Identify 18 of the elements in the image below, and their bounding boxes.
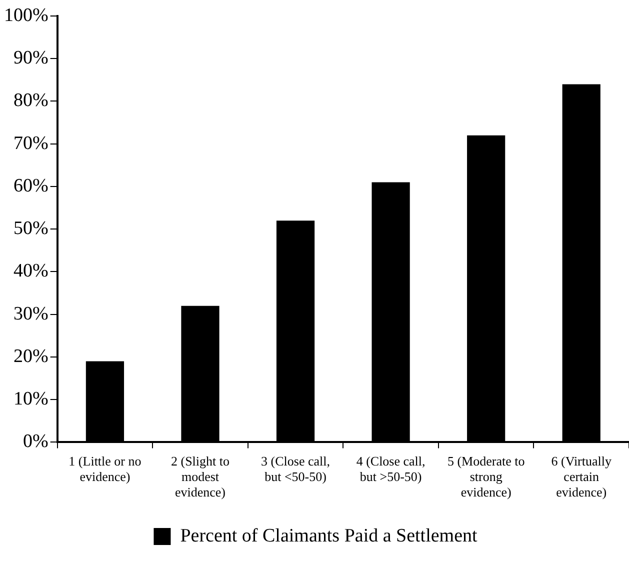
y-tick-label: 100% <box>4 4 48 26</box>
y-tick-label: 90% <box>14 48 48 69</box>
y-tick-label: 40% <box>14 260 48 282</box>
y-tick-label: 60% <box>14 175 48 196</box>
y-tick-label: 50% <box>14 218 48 240</box>
y-tick-label: 10% <box>14 388 48 410</box>
y-tick-label: 20% <box>14 346 48 367</box>
x-tick-label: 6 (Virtually certain evidence) <box>551 453 612 500</box>
x-tick-label: 5 (Moderate to strong evidence) <box>447 453 525 500</box>
y-tick-label: 80% <box>14 90 48 112</box>
x-tick-label: 1 (Little or no evidence) <box>68 453 142 484</box>
y-tick-label: 70% <box>14 132 48 154</box>
legend-label: Percent of Claimants Paid a Settlement <box>180 525 478 546</box>
x-tick-label: 2 (Slight to modest evidence) <box>170 453 230 500</box>
y-tick-label: 30% <box>14 303 48 324</box>
x-tick-label: 3 (Close call, but <50-50) <box>261 453 330 484</box>
y-tick-label: 0% <box>23 431 48 452</box>
x-tick-label: 4 (Close call, but >50-50) <box>356 453 426 484</box>
